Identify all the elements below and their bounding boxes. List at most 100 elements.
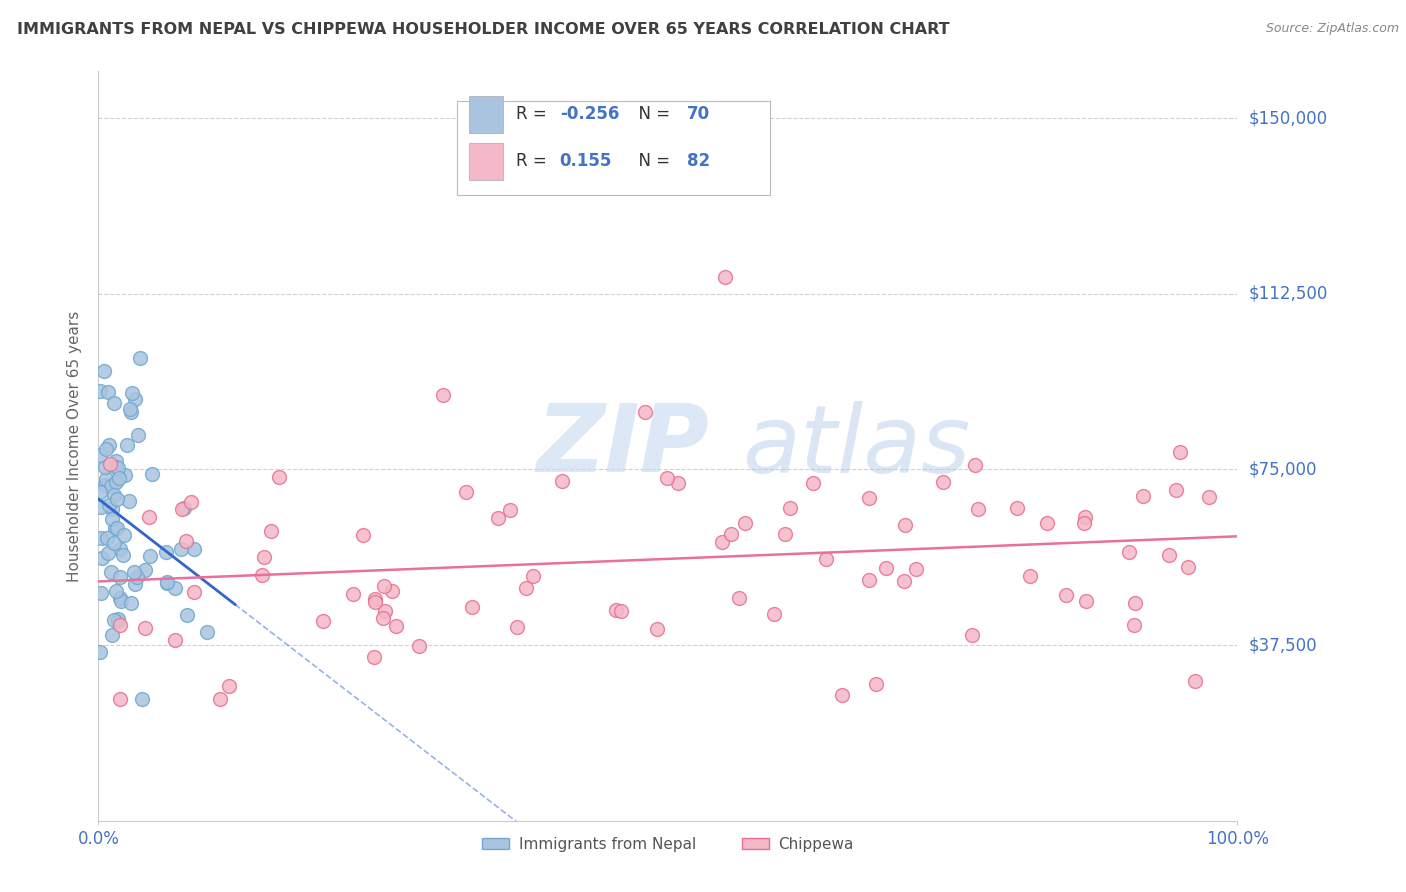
Point	[156, 576, 179, 591]
Text: atlas: atlas	[742, 401, 970, 491]
Text: 82: 82	[688, 153, 710, 170]
Point	[666, 475, 689, 490]
Text: $112,500: $112,500	[1249, 285, 1327, 302]
Point	[647, 622, 669, 636]
Point	[195, 625, 218, 640]
Point	[114, 468, 136, 483]
Text: R =: R =	[516, 105, 553, 123]
Point	[100, 628, 122, 642]
Point	[183, 542, 205, 557]
Point	[100, 511, 122, 525]
Point	[551, 474, 574, 488]
FancyBboxPatch shape	[457, 102, 770, 195]
Point	[115, 438, 138, 452]
Point	[522, 569, 544, 583]
Point	[112, 527, 135, 541]
Point	[506, 620, 529, 634]
Point	[893, 518, 915, 533]
Point	[89, 485, 111, 500]
Point	[779, 501, 801, 516]
Point	[122, 565, 145, 579]
Point	[108, 541, 131, 556]
Point	[129, 351, 152, 366]
Point	[96, 531, 118, 545]
Point	[105, 491, 128, 506]
Point	[165, 632, 187, 647]
Point	[89, 645, 111, 659]
Point	[180, 494, 202, 508]
Point	[655, 471, 678, 485]
Point	[1018, 569, 1040, 583]
Point	[605, 603, 627, 617]
Text: IMMIGRANTS FROM NEPAL VS CHIPPEWA HOUSEHOLDER INCOME OVER 65 YEARS CORRELATION C: IMMIGRANTS FROM NEPAL VS CHIPPEWA HOUSEH…	[17, 22, 949, 37]
Point	[634, 405, 657, 419]
Point	[107, 614, 129, 628]
Point	[385, 618, 408, 632]
Point	[89, 384, 111, 398]
Point	[456, 484, 478, 499]
Point	[131, 692, 153, 706]
Point	[1036, 516, 1059, 531]
Point	[174, 534, 197, 549]
Point	[103, 536, 125, 550]
Text: $75,000: $75,000	[1249, 460, 1317, 478]
Point	[97, 545, 120, 559]
Point	[373, 579, 395, 593]
Point	[170, 541, 193, 556]
Point	[173, 500, 195, 515]
Point	[98, 458, 121, 472]
Point	[183, 585, 205, 599]
Point	[363, 649, 385, 664]
Point	[312, 614, 335, 628]
Point	[111, 548, 134, 562]
Point	[90, 531, 112, 545]
Point	[1166, 483, 1188, 498]
Point	[1123, 596, 1146, 610]
Point	[104, 521, 127, 535]
Point	[371, 610, 394, 624]
Point	[1123, 617, 1146, 632]
Point	[250, 568, 273, 582]
Point	[134, 562, 156, 576]
Text: Source: ZipAtlas.com: Source: ZipAtlas.com	[1265, 22, 1399, 36]
Point	[893, 574, 915, 589]
Point	[1157, 548, 1180, 562]
Point	[342, 587, 364, 601]
Point	[89, 449, 111, 463]
Point	[1198, 490, 1220, 504]
Point	[100, 479, 122, 493]
Point	[1054, 588, 1077, 602]
Point	[253, 549, 276, 564]
Point	[118, 401, 141, 416]
Text: $150,000: $150,000	[1249, 109, 1327, 128]
Point	[103, 488, 125, 502]
Point	[814, 552, 837, 566]
Y-axis label: Householder Income Over 65 years: Householder Income Over 65 years	[67, 310, 83, 582]
Point	[1118, 545, 1140, 559]
FancyBboxPatch shape	[468, 95, 503, 133]
Point	[93, 364, 115, 378]
Text: ZIP: ZIP	[537, 400, 710, 492]
Point	[1073, 516, 1095, 530]
Point	[176, 608, 198, 623]
Point	[172, 502, 194, 516]
Point	[773, 527, 796, 541]
Point	[1074, 509, 1097, 524]
Point	[486, 511, 509, 525]
Point	[156, 574, 179, 589]
Point	[269, 470, 291, 484]
Point	[163, 581, 186, 595]
Text: 0.155: 0.155	[560, 153, 612, 170]
Point	[127, 427, 149, 442]
Point	[94, 478, 117, 492]
Point	[1005, 501, 1028, 516]
Point	[98, 437, 121, 451]
Point	[110, 618, 132, 632]
FancyBboxPatch shape	[468, 143, 503, 180]
Point	[831, 688, 853, 702]
Point	[134, 621, 156, 635]
Point	[124, 577, 146, 591]
Point	[107, 612, 129, 626]
Point	[801, 475, 824, 490]
Point	[124, 392, 146, 407]
